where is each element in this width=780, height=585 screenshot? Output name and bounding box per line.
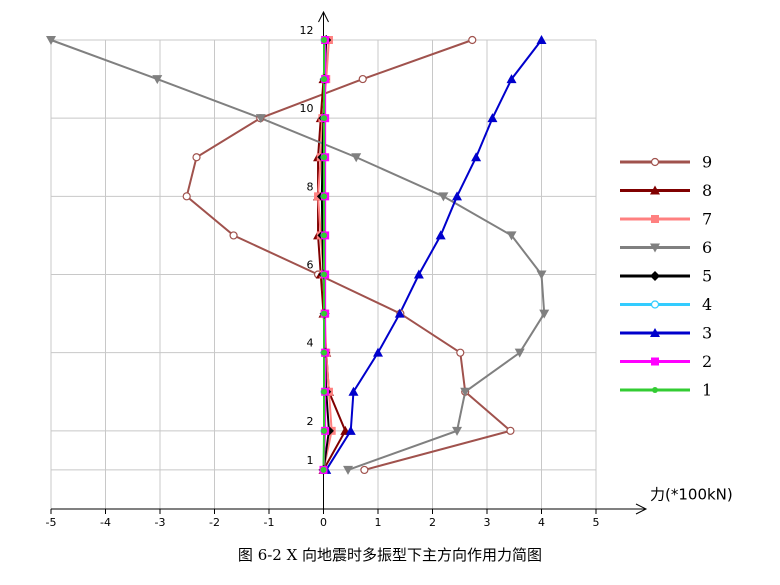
data-point bbox=[321, 37, 328, 43]
caption: 图 6-2 X 向地震时多振型下主方向作用力简图 bbox=[238, 546, 542, 564]
data-point bbox=[468, 35, 477, 45]
data-point bbox=[321, 427, 328, 434]
legend-label: 6 bbox=[702, 238, 712, 257]
legend-label: 3 bbox=[702, 324, 712, 343]
x-tick-label: -5 bbox=[46, 516, 57, 529]
legend-marker bbox=[651, 357, 659, 366]
data-point bbox=[192, 153, 201, 162]
series-line bbox=[185, 39, 513, 471]
legend-label: 5 bbox=[702, 267, 712, 286]
x-tick-label: 4 bbox=[538, 516, 545, 529]
y-tick-label: 6 bbox=[307, 259, 314, 272]
legend-label: 1 bbox=[702, 381, 712, 400]
data-point bbox=[321, 76, 328, 83]
data-point bbox=[321, 193, 328, 200]
data-point bbox=[345, 425, 356, 435]
data-point bbox=[320, 466, 327, 473]
data-point bbox=[321, 154, 328, 161]
data-point bbox=[487, 113, 498, 123]
y-tick-label: 4 bbox=[307, 337, 314, 350]
legend-label: 8 bbox=[702, 181, 712, 200]
data-point bbox=[506, 74, 517, 84]
data-point bbox=[229, 231, 238, 240]
series-line bbox=[317, 39, 347, 471]
y-tick-label: 10 bbox=[300, 102, 314, 115]
data-point bbox=[471, 152, 482, 162]
data-point bbox=[536, 270, 547, 280]
data-point bbox=[514, 348, 525, 358]
x-tick-label: 0 bbox=[320, 516, 327, 529]
data-point bbox=[456, 348, 465, 357]
x-tick-label: 2 bbox=[429, 516, 436, 529]
data-point bbox=[321, 271, 328, 278]
legend-label: 7 bbox=[702, 210, 712, 229]
series-line bbox=[325, 39, 543, 471]
legend-label: 4 bbox=[702, 295, 712, 314]
data-point bbox=[321, 388, 328, 395]
x-tick-label: 3 bbox=[484, 516, 491, 529]
data-point bbox=[321, 232, 328, 239]
y-axis-arrow bbox=[318, 10, 329, 23]
data-point bbox=[182, 192, 191, 201]
x-tick-label: 5 bbox=[593, 516, 600, 529]
x-axis-arrow bbox=[635, 503, 648, 515]
legend-marker bbox=[650, 300, 660, 309]
y-tick-label: 1 bbox=[307, 454, 314, 467]
legend-label: 9 bbox=[702, 153, 712, 172]
data-point bbox=[360, 465, 369, 475]
data-point bbox=[536, 35, 547, 44]
y-tick-label: 12 bbox=[300, 24, 314, 37]
data-point bbox=[460, 387, 471, 397]
data-point bbox=[452, 191, 463, 201]
x-tick-label: -2 bbox=[209, 516, 220, 529]
data-point bbox=[435, 230, 446, 240]
legend-marker bbox=[650, 243, 660, 253]
series-line bbox=[50, 39, 546, 471]
legend-marker bbox=[652, 387, 658, 393]
x-tick-label: -1 bbox=[264, 516, 275, 529]
data-point bbox=[413, 269, 424, 279]
y-tick-label: 8 bbox=[307, 180, 314, 193]
data-point bbox=[321, 115, 328, 122]
x-tick-label: -4 bbox=[100, 516, 111, 529]
data-point bbox=[321, 349, 328, 356]
series-line bbox=[322, 40, 327, 470]
x-tick-label: 1 bbox=[375, 516, 382, 529]
data-point bbox=[438, 192, 449, 202]
y-tick-label: 2 bbox=[307, 415, 314, 428]
data-point bbox=[539, 309, 550, 319]
data-point bbox=[46, 36, 56, 45]
legend-marker bbox=[650, 185, 660, 195]
data-point bbox=[343, 465, 354, 475]
data-point bbox=[373, 347, 383, 357]
data-point bbox=[506, 231, 517, 241]
data-point bbox=[255, 114, 266, 124]
legend-marker bbox=[650, 157, 660, 167]
data-point bbox=[358, 74, 367, 84]
data-point bbox=[452, 426, 463, 436]
data-point bbox=[351, 153, 362, 163]
legend-marker bbox=[651, 215, 659, 223]
legend-label: 2 bbox=[702, 352, 712, 371]
data-point bbox=[321, 310, 328, 317]
x-axis-label: 力(*100kN) bbox=[650, 486, 733, 504]
x-tick-label: -3 bbox=[155, 516, 166, 529]
data-point bbox=[506, 426, 515, 435]
data-point bbox=[152, 75, 163, 85]
data-point bbox=[394, 308, 405, 318]
data-point bbox=[348, 386, 359, 396]
series-line bbox=[322, 40, 326, 470]
legend-marker bbox=[650, 271, 660, 281]
legend-marker bbox=[650, 328, 660, 337]
